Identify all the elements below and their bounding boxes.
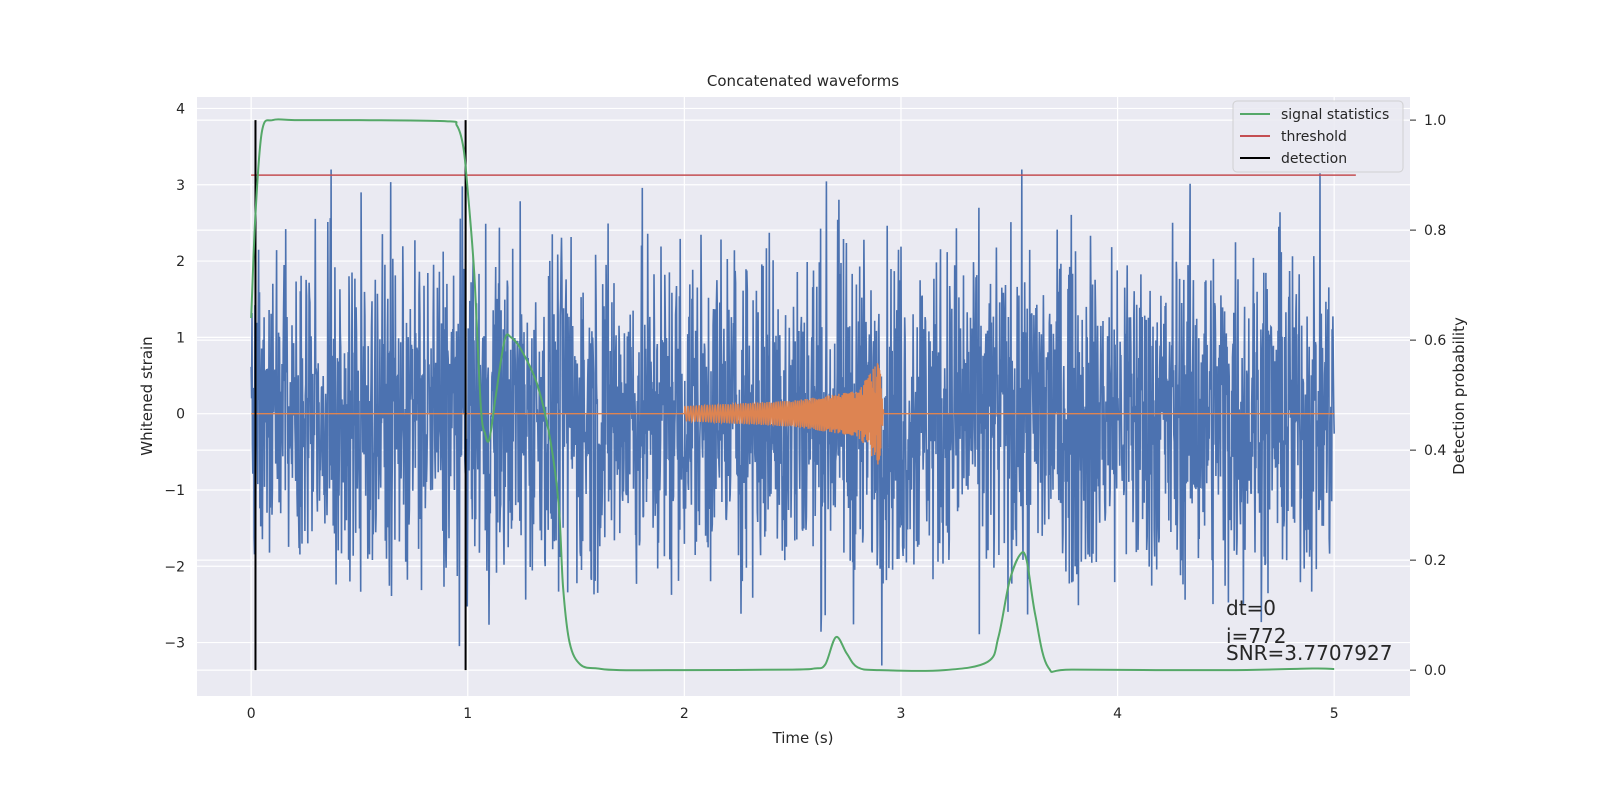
- y-right-tick-label: 0.2: [1424, 553, 1446, 569]
- x-tick-label: 0: [247, 706, 256, 722]
- y-tick-label: 0: [176, 407, 185, 423]
- series-layer: [250, 118, 1356, 673]
- noise-series: [250, 169, 1335, 666]
- y-tick-label: −2: [164, 559, 185, 575]
- y-tick-label: 3: [176, 178, 185, 194]
- annotation-snr: SNR=3.7707927: [1226, 641, 1392, 665]
- y-right-tick-label: 0.6: [1424, 333, 1446, 349]
- chart-title: Concatenated waveforms: [707, 72, 899, 90]
- legend-label-detection: detection: [1281, 151, 1347, 167]
- chirp-series: [251, 363, 1335, 465]
- annotation-i: i=772: [1226, 624, 1287, 648]
- y-tick-label: 1: [176, 330, 185, 346]
- x-tick-label: 4: [1113, 706, 1122, 722]
- ticks-layer: 0 1 2 3 4 5 4 3 2 1 0 −1 −2 −3 1.0 0.8 0.6 0.4 0.2 0.0: [164, 101, 1446, 722]
- legend-label-threshold: threshold: [1281, 129, 1347, 145]
- y-tick-label: −1: [164, 483, 185, 499]
- y-tick-label: −3: [164, 636, 185, 652]
- legend: signal statistics threshold detection: [1232, 100, 1404, 173]
- y-right-tick-label: 0.4: [1424, 443, 1446, 459]
- x-tick-label: 2: [680, 706, 689, 722]
- y-right-tick-label: 0.0: [1424, 663, 1446, 679]
- signal-statistics-curve: [250, 118, 1335, 673]
- x-tick-label: 1: [463, 706, 472, 722]
- y-tick-label: 2: [176, 254, 185, 270]
- y-right-tick-label: 1.0: [1424, 113, 1446, 129]
- x-axis-label: Time (s): [772, 729, 834, 747]
- legend-label-signal-statistics: signal statistics: [1281, 107, 1389, 123]
- x-tick-label: 3: [897, 706, 906, 722]
- y-right-tick-label: 0.8: [1424, 223, 1446, 239]
- y-tick-label: 4: [176, 101, 185, 117]
- legend-box: [1232, 100, 1404, 173]
- y-right-axis-label: Detection probability: [1450, 317, 1468, 475]
- x-tick-label: 5: [1330, 706, 1339, 722]
- annotation-dt: dt=0: [1226, 596, 1276, 620]
- y-axis-label: Whitened strain: [138, 336, 156, 455]
